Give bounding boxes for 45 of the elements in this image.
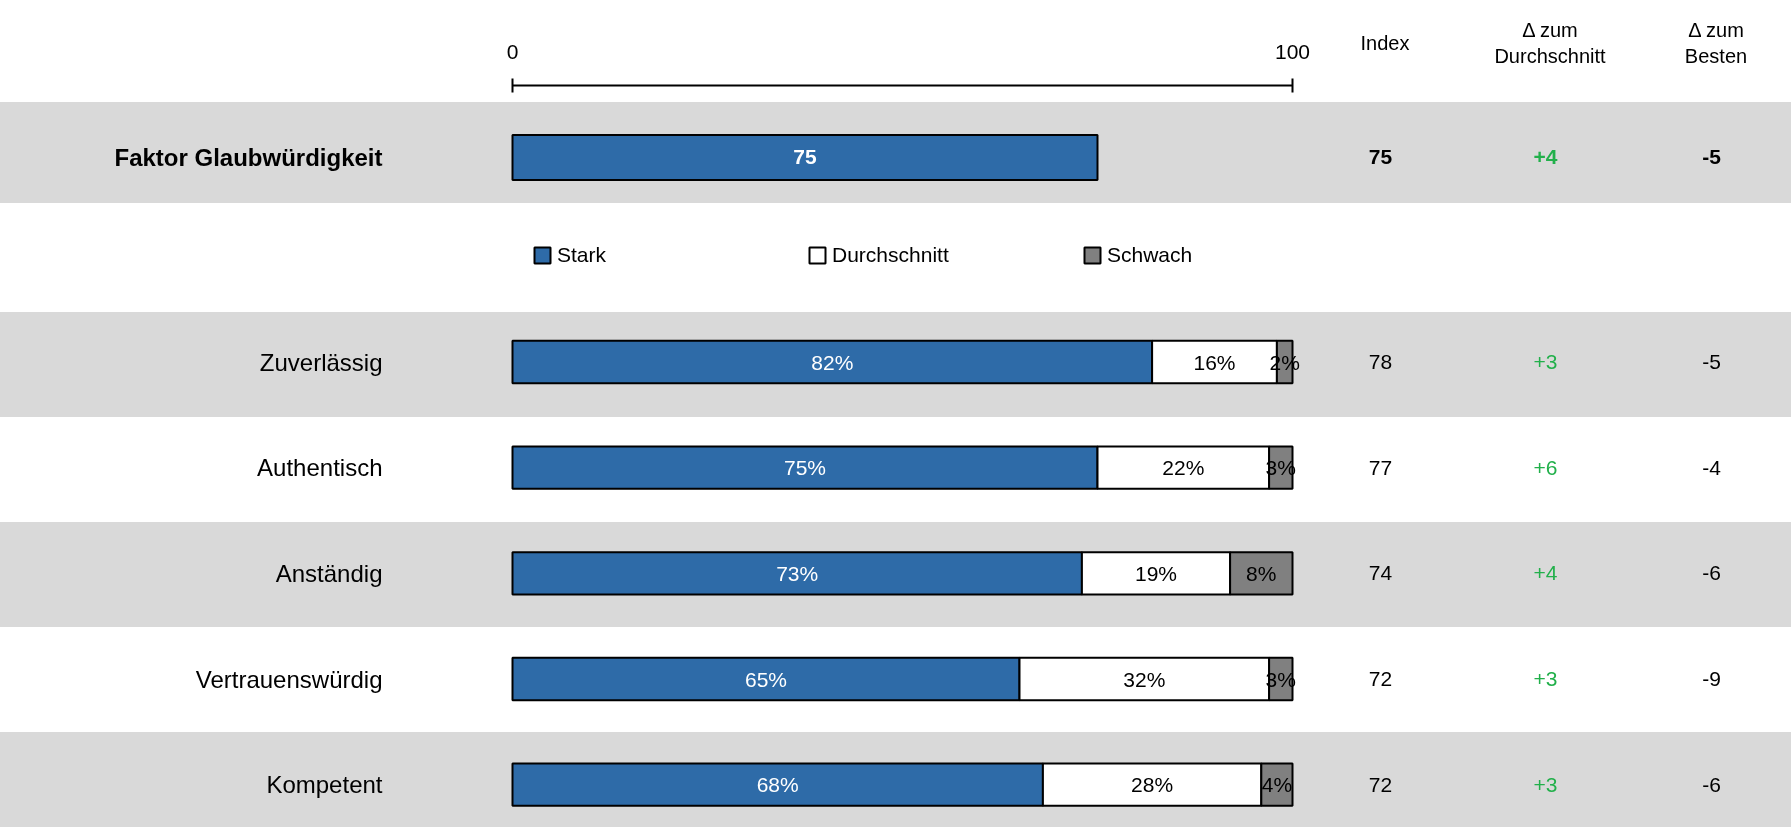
text: -4 xyxy=(1702,455,1722,479)
text: +3 xyxy=(1533,667,1558,690)
data-label: 65% xyxy=(744,667,788,691)
x-tick-label: 100 xyxy=(1274,39,1311,63)
data-label: 73% xyxy=(776,561,819,585)
text: +6 xyxy=(1533,455,1558,479)
text: 72 xyxy=(1368,667,1393,690)
text: 75 xyxy=(1368,145,1393,169)
text: -6 xyxy=(1702,561,1721,585)
text: 77 xyxy=(1368,455,1393,479)
text: +4 xyxy=(1533,145,1558,169)
text: -9 xyxy=(1702,667,1721,690)
text: -6 xyxy=(1702,772,1721,796)
data-label: 16% xyxy=(1193,350,1236,374)
x-tick-label: 0 xyxy=(506,39,519,63)
text: +3 xyxy=(1533,772,1558,796)
data-label: 32% xyxy=(1123,667,1166,691)
legend-label: Schwach xyxy=(1107,242,1194,267)
y-tick-label: Zuverlässig xyxy=(259,348,383,376)
y-tick-label: Vertrauenswürdig xyxy=(195,665,383,693)
data-label: 68% xyxy=(756,773,799,797)
data-label: 8% xyxy=(1246,561,1277,585)
legend-label: Durchschnitt xyxy=(832,242,950,267)
text: Δ zum Besten xyxy=(1684,18,1748,69)
y-tick-label: Kompetent xyxy=(266,771,383,799)
data-label: 4% xyxy=(1261,773,1293,797)
text: Index xyxy=(1360,31,1410,56)
y-tick-label: Faktor Glaubwürdigkeit xyxy=(114,143,383,171)
text: +3 xyxy=(1533,350,1558,373)
text: -5 xyxy=(1702,350,1721,373)
text: 74 xyxy=(1368,561,1393,585)
text: 72 xyxy=(1368,772,1393,796)
text: +4 xyxy=(1533,561,1558,585)
text: 78 xyxy=(1368,350,1393,373)
text: -5 xyxy=(1702,145,1722,169)
text: Δ zum Durchschnitt xyxy=(1494,18,1606,69)
data-label: 82% xyxy=(811,350,854,374)
legend-label: Stark xyxy=(557,242,607,267)
y-tick-label: Anständig xyxy=(275,559,383,587)
data-label: 75% xyxy=(783,456,827,480)
y-tick-label: Authentisch xyxy=(257,454,383,482)
data-label: 22% xyxy=(1162,456,1205,480)
data-label: 19% xyxy=(1134,561,1178,585)
data-label: 75 xyxy=(793,145,817,169)
data-label: 28% xyxy=(1131,773,1174,797)
